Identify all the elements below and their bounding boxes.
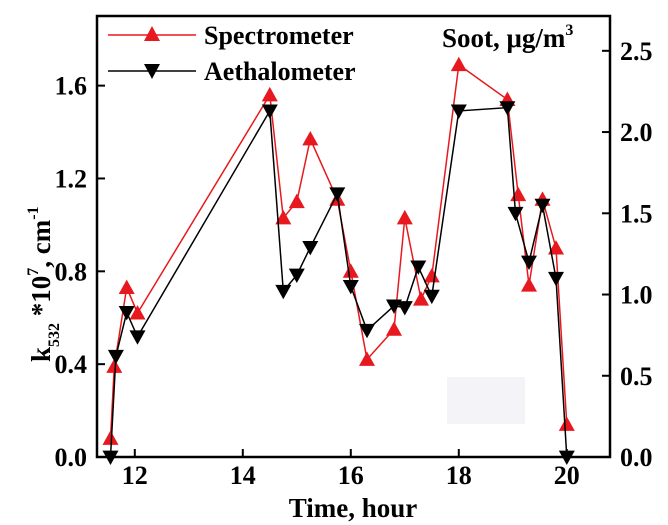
data-point-spectrometer xyxy=(548,240,564,255)
left-axis-title: k532 *107, cm-1 xyxy=(25,206,63,362)
series-layer xyxy=(102,56,575,465)
data-point-aethalometer xyxy=(329,187,346,202)
right-axis-title: Soot, μg/m3 xyxy=(442,22,573,53)
data-point-aethalometer xyxy=(499,101,516,116)
legend: Spectrometer Aethalometer xyxy=(108,21,356,86)
y-tick-label-left: 1.6 xyxy=(55,72,88,101)
data-point-aethalometer xyxy=(275,284,292,300)
data-point-spectrometer xyxy=(342,263,359,278)
y-tick-label-left: 0.8 xyxy=(55,257,88,286)
right-axis-title-main: Soot, μg/m xyxy=(442,23,566,53)
y-tick-label-right: 0.0 xyxy=(620,443,653,472)
left-axis-title-unit-sup: -1 xyxy=(25,206,42,219)
left-axis-title-sup: 7 xyxy=(25,268,42,276)
data-point-spectrometer xyxy=(102,430,119,445)
y-tick-label-left: 0.0 xyxy=(55,443,88,472)
data-point-spectrometer xyxy=(129,305,146,320)
legend-label-spectrometer: Spectrometer xyxy=(204,21,354,50)
y-tick-label-right: 2.0 xyxy=(620,118,653,147)
legend-label-aethalometer: Aethalometer xyxy=(204,57,356,86)
data-point-spectrometer xyxy=(261,86,278,102)
y-tick-label-right: 0.5 xyxy=(620,362,653,391)
y-tick-label-left: 0.4 xyxy=(55,350,88,379)
x-tick-label: 12 xyxy=(122,461,148,490)
data-point-spectrometer xyxy=(558,416,575,431)
data-point-aethalometer xyxy=(288,268,305,284)
data-point-aethalometer xyxy=(521,255,537,271)
x-tick-label: 14 xyxy=(230,461,256,490)
left-axis-title-sub: 532 xyxy=(46,323,63,347)
data-point-spectrometer xyxy=(302,131,319,146)
data-point-spectrometer xyxy=(396,209,413,225)
data-point-aethalometer xyxy=(507,206,524,222)
data-point-aethalometer xyxy=(558,450,575,465)
y-tick-label-right: 1.0 xyxy=(620,281,653,310)
data-point-aethalometer xyxy=(118,305,135,321)
data-point-spectrometer xyxy=(386,321,402,336)
data-point-aethalometer xyxy=(423,289,440,305)
x-axis-title: Time, hour xyxy=(289,493,418,523)
data-point-aethalometer xyxy=(396,301,413,316)
data-point-spectrometer xyxy=(450,56,467,72)
legend-marker-spectrometer xyxy=(144,26,160,41)
blank-patch xyxy=(447,377,525,424)
data-point-spectrometer xyxy=(118,279,135,294)
y-ticks-left: 0.0 0.4 0.8 1.2 1.6 xyxy=(55,72,105,472)
y-tick-label-right: 1.5 xyxy=(620,199,653,228)
y-ticks-right: 0.0 0.5 1.0 1.5 2.0 2.5 xyxy=(602,37,653,472)
data-point-aethalometer xyxy=(410,260,427,275)
data-point-aethalometer xyxy=(548,271,564,287)
left-axis-title-rest: *10 xyxy=(26,276,56,323)
data-point-aethalometer xyxy=(450,104,467,119)
plot-frame xyxy=(95,14,612,459)
x-tick-label: 20 xyxy=(554,461,580,490)
legend-marker-aethalometer xyxy=(144,64,160,79)
data-point-spectrometer xyxy=(106,358,123,373)
data-point-spectrometer xyxy=(413,291,429,306)
right-axis-title-sup: 3 xyxy=(565,22,573,39)
data-point-aethalometer xyxy=(342,280,359,295)
data-point-aethalometer xyxy=(107,349,124,365)
x-ticks: 12 14 16 18 20 xyxy=(122,449,580,490)
data-point-aethalometer xyxy=(359,323,375,339)
data-point-spectrometer xyxy=(510,186,527,202)
data-point-spectrometer xyxy=(359,351,375,366)
x-tick-label: 16 xyxy=(338,461,364,490)
data-point-spectrometer xyxy=(521,277,537,292)
data-point-aethalometer xyxy=(129,330,146,345)
data-point-aethalometer xyxy=(102,450,119,465)
data-point-spectrometer xyxy=(423,267,440,283)
y-tick-label-left: 1.2 xyxy=(55,164,88,193)
y-tick-label-right: 2.5 xyxy=(620,37,653,66)
data-point-aethalometer xyxy=(534,198,551,214)
x-tick-label: 18 xyxy=(446,461,472,490)
data-point-aethalometer xyxy=(302,241,319,256)
data-point-aethalometer xyxy=(261,104,278,119)
left-axis-title-main: k xyxy=(26,347,56,362)
series-line-aethalometer xyxy=(109,106,568,458)
left-axis-title-unit: , cm xyxy=(26,219,56,267)
data-point-spectrometer xyxy=(288,193,305,209)
data-point-spectrometer xyxy=(275,209,292,225)
